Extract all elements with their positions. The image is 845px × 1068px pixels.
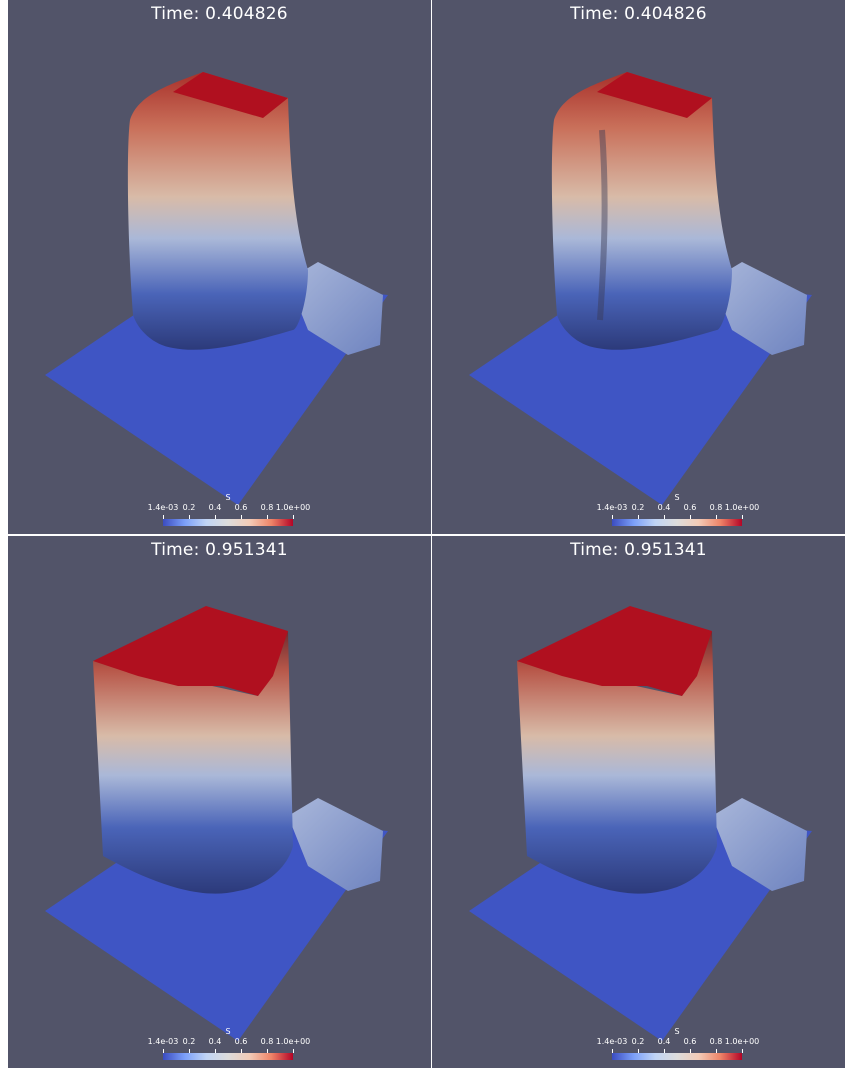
- colorbar-tick-mark: [612, 1049, 613, 1053]
- top-cap: [517, 606, 712, 696]
- colorbar-title: S: [674, 493, 680, 502]
- colorbar-tick-mark: [716, 1049, 717, 1053]
- colorbar-title: S: [674, 1027, 680, 1036]
- colorbar-gradient: [612, 519, 742, 526]
- panel-title: Time: 0.951341: [570, 540, 707, 560]
- column-surface: [127, 72, 309, 350]
- colorbar-tick: 0.8: [709, 1037, 723, 1046]
- colorbar: S 1.4e-03 0.2 0.4 0.6 0.8 1.0e+00: [148, 493, 310, 534]
- panel-title: Time: 0.404826: [151, 4, 288, 24]
- colorbar-tick-mark: [163, 1049, 164, 1053]
- colorbar-tick: 0.8: [260, 503, 274, 512]
- colorbar-tick-mark: [742, 1049, 743, 1053]
- column-surface: [517, 631, 717, 894]
- colorbar-title: S: [225, 1027, 231, 1036]
- floor-surface: [469, 275, 812, 505]
- colorbar-tick: 1.4e-03: [596, 1037, 628, 1046]
- colorbar: S 1.4e-03 0.2 0.4 0.6 0.8 1.0e+00: [148, 1027, 310, 1068]
- colorbar-tick: 0.6: [683, 503, 697, 512]
- column-surface: [551, 72, 732, 350]
- colorbar-tick: 1.0e+00: [724, 1037, 760, 1046]
- colorbar-gradient: [163, 1053, 293, 1060]
- colorbar-tick: 0.8: [709, 503, 723, 512]
- surface-plot: [45, 606, 388, 1041]
- horizontal-divider: [0, 534, 845, 536]
- colorbar-tick: 1.0e+00: [275, 1037, 311, 1046]
- colorbar-tick: 0.6: [234, 503, 248, 512]
- side-ridge: [712, 262, 807, 355]
- colorbar-tick-mark: [690, 515, 691, 519]
- colorbar-tick: 0.4: [657, 503, 671, 512]
- colorbar-tick-mark: [267, 515, 268, 519]
- colorbar-tick-mark: [189, 1049, 190, 1053]
- colorbar-tick: 0.2: [182, 503, 196, 512]
- panel-bottom-right: Time: 0.951341 S 1.4e-03 0.2 0.4 0.6 0.8…: [432, 536, 845, 1068]
- colorbar: S 1.4e-03 0.2 0.4 0.6 0.8 1.0e+00: [597, 1027, 759, 1068]
- panel-title: Time: 0.404826: [570, 4, 707, 24]
- colorbar: S 1.4e-03 0.2 0.4 0.6 0.8 1.0e+00: [597, 493, 759, 534]
- colorbar-tick-mark: [241, 515, 242, 519]
- colorbar-tick: 0.4: [208, 1037, 222, 1046]
- floor-surface: [45, 275, 388, 505]
- colorbar-tick: 1.4e-03: [147, 503, 179, 512]
- colorbar-tick-mark: [215, 1049, 216, 1053]
- colorbar-tick: 0.4: [657, 1037, 671, 1046]
- surface-plot: [469, 606, 812, 1041]
- column-surface: [93, 631, 293, 894]
- colorbar-tick-mark: [638, 515, 639, 519]
- panel-bottom-left: Time: 0.951341 S 1.4e-03 0.2 0.4 0.6 0.8…: [8, 536, 431, 1068]
- surface-plot: [469, 72, 812, 505]
- colorbar-tick-mark: [189, 515, 190, 519]
- top-cap: [597, 72, 712, 118]
- colorbar-tick: 0.2: [631, 1037, 645, 1046]
- colorbar-tick-mark: [612, 515, 613, 519]
- colorbar-tick-mark: [664, 515, 665, 519]
- colorbar-tick-mark: [163, 515, 164, 519]
- colorbar-tick: 1.4e-03: [147, 1037, 179, 1046]
- colorbar-tick: 0.2: [631, 503, 645, 512]
- colorbar-tick-mark: [241, 1049, 242, 1053]
- colorbar-tick: 0.4: [208, 503, 222, 512]
- panel-top-right: Time: 0.404826 S 1.4e-03 0.2 0.4 0.6 0.8…: [432, 0, 845, 534]
- panel-top-left: Time: 0.404826 S 1.4e-03 0.2 0.4: [8, 0, 431, 534]
- panel-title: Time: 0.951341: [151, 540, 288, 560]
- colorbar-tick-mark: [742, 515, 743, 519]
- colorbar-tick-mark: [293, 1049, 294, 1053]
- colorbar-tick: 0.6: [683, 1037, 697, 1046]
- colorbar-tick-mark: [267, 1049, 268, 1053]
- colorbar-gradient: [163, 519, 293, 526]
- side-ridge: [288, 262, 383, 355]
- colorbar-tick-mark: [638, 1049, 639, 1053]
- surface-plot: [45, 72, 388, 505]
- colorbar-tick-mark: [716, 515, 717, 519]
- colorbar-tick: 0.6: [234, 1037, 248, 1046]
- colorbar-tick: 1.0e+00: [724, 503, 760, 512]
- column-fold: [597, 129, 608, 321]
- colorbar-tick-mark: [215, 515, 216, 519]
- top-cap: [93, 606, 288, 696]
- colorbar-tick-mark: [690, 1049, 691, 1053]
- colorbar-tick: 1.4e-03: [596, 503, 628, 512]
- colorbar-title: S: [225, 493, 231, 502]
- colorbar-gradient: [612, 1053, 742, 1060]
- colorbar-tick: 0.2: [182, 1037, 196, 1046]
- colorbar-tick-mark: [293, 515, 294, 519]
- side-ridge: [288, 798, 383, 891]
- top-cap: [173, 72, 288, 118]
- side-ridge: [712, 798, 807, 891]
- colorbar-tick-mark: [664, 1049, 665, 1053]
- colorbar-tick: 1.0e+00: [275, 503, 311, 512]
- colorbar-tick: 0.8: [260, 1037, 274, 1046]
